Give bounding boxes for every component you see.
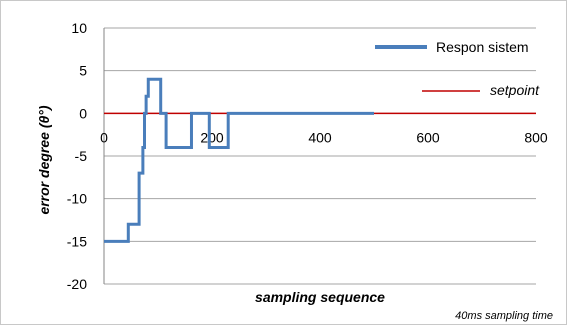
legend: Respon sistem setpoint <box>375 39 540 98</box>
legend-label-setpoint: setpoint <box>490 82 540 98</box>
y-tick-label: 0 <box>79 105 87 121</box>
x-tick-labels: 0 200 400 600 800 <box>100 129 548 145</box>
sampling-time-note: 40ms sampling time <box>455 310 553 322</box>
y-tick-label: -10 <box>67 191 87 207</box>
x-tick-label: 200 <box>200 129 224 145</box>
series-lines <box>104 77 536 243</box>
x-tick-label: 0 <box>100 129 108 145</box>
y-tick-label: -20 <box>67 276 87 292</box>
x-tick-label: 800 <box>524 129 548 145</box>
y-tick-label: -15 <box>67 233 87 249</box>
x-tick-label: 400 <box>308 129 332 145</box>
series-line-respon-sistem <box>104 77 374 243</box>
x-axis-title: sampling sequence <box>255 289 385 305</box>
y-tick-labels: 10 5 0 -5 -10 -15 -20 <box>67 20 87 292</box>
x-tick-label: 600 <box>416 129 440 145</box>
y-tick-label: 10 <box>71 20 87 36</box>
legend-label-respon-sistem: Respon sistem <box>436 39 529 55</box>
y-axis-title: error degree (θ°) <box>36 105 52 214</box>
y-tick-label: 5 <box>79 63 87 79</box>
grid-lines <box>103 27 536 285</box>
y-tick-label: -5 <box>75 148 88 164</box>
